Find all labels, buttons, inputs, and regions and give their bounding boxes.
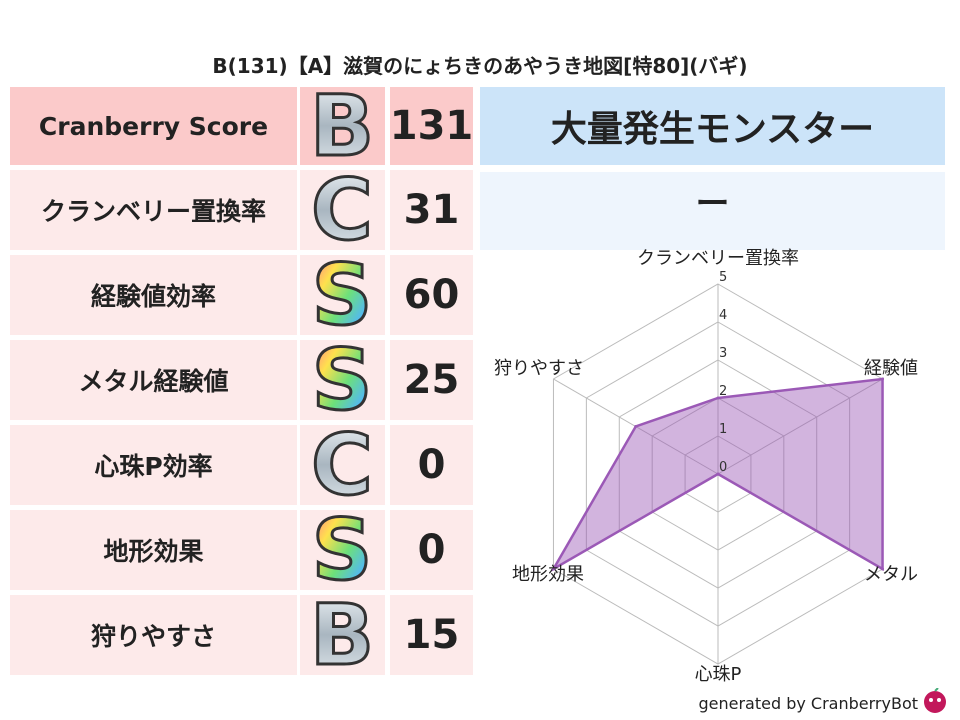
grade-letter: C: [311, 425, 373, 505]
grade-letter: B: [310, 595, 374, 675]
axis-label: 心珠P: [695, 664, 742, 685]
row-label: 経験値効率: [10, 255, 297, 335]
row-label: 地形効果: [10, 510, 297, 590]
cranberry-bot-icon: [924, 688, 946, 713]
grade-badge: S: [300, 510, 385, 590]
grade-badge: B: [300, 87, 385, 165]
tick-label: 1: [719, 422, 727, 437]
tick-label: 3: [719, 346, 727, 361]
row-label: クランベリー置換率: [10, 170, 297, 250]
row-label: 心珠P効率: [10, 425, 297, 505]
grade-letter: S: [312, 340, 373, 420]
row-score: 0: [390, 425, 473, 505]
tick-label: 2: [719, 384, 727, 399]
tick-label: 0: [719, 460, 727, 475]
grade-letter: B: [310, 87, 374, 165]
tick-label: 4: [719, 308, 727, 323]
axis-label: クランベリー置換率: [637, 248, 799, 269]
data-point: [716, 396, 720, 400]
grade-letter: C: [311, 170, 373, 250]
data-point: [716, 472, 720, 476]
row-score: 25: [390, 340, 473, 420]
row-score: 31: [390, 170, 473, 250]
axis-label: 狩りやすさ: [494, 358, 584, 379]
grade-letter: S: [312, 255, 373, 335]
axis-label: 地形効果: [512, 564, 584, 585]
grade-badge: C: [300, 425, 385, 505]
grade-badge: B: [300, 595, 385, 675]
row-score: 131: [390, 87, 473, 165]
row-score: 15: [390, 595, 473, 675]
monster-header: 大量発生モンスター: [480, 87, 945, 165]
grid-spoke: [717, 378, 883, 475]
grade-badge: C: [300, 170, 385, 250]
footer-text: generated by CranberryBot: [698, 694, 918, 713]
data-point: [551, 567, 555, 571]
grade-badge: S: [300, 255, 385, 335]
row-score: 0: [390, 510, 473, 590]
monster-value: ー: [480, 172, 945, 250]
row-score: 60: [390, 255, 473, 335]
row-label: メタル経験値: [10, 340, 297, 420]
grade-letter: S: [312, 510, 373, 590]
tick-label: 5: [719, 270, 727, 285]
axis-label: 経験値: [864, 358, 918, 379]
data-point: [881, 377, 885, 381]
data-point: [634, 425, 638, 428]
grade-badge: S: [300, 340, 385, 420]
page-title: B(131)【A】滋賀のにょちきのあやうき地図[特80](バギ): [212, 54, 748, 78]
axis-label: メタル: [864, 564, 918, 585]
row-label: Cranberry Score: [10, 87, 297, 165]
data-point: [881, 567, 885, 571]
row-label: 狩りやすさ: [10, 595, 297, 675]
